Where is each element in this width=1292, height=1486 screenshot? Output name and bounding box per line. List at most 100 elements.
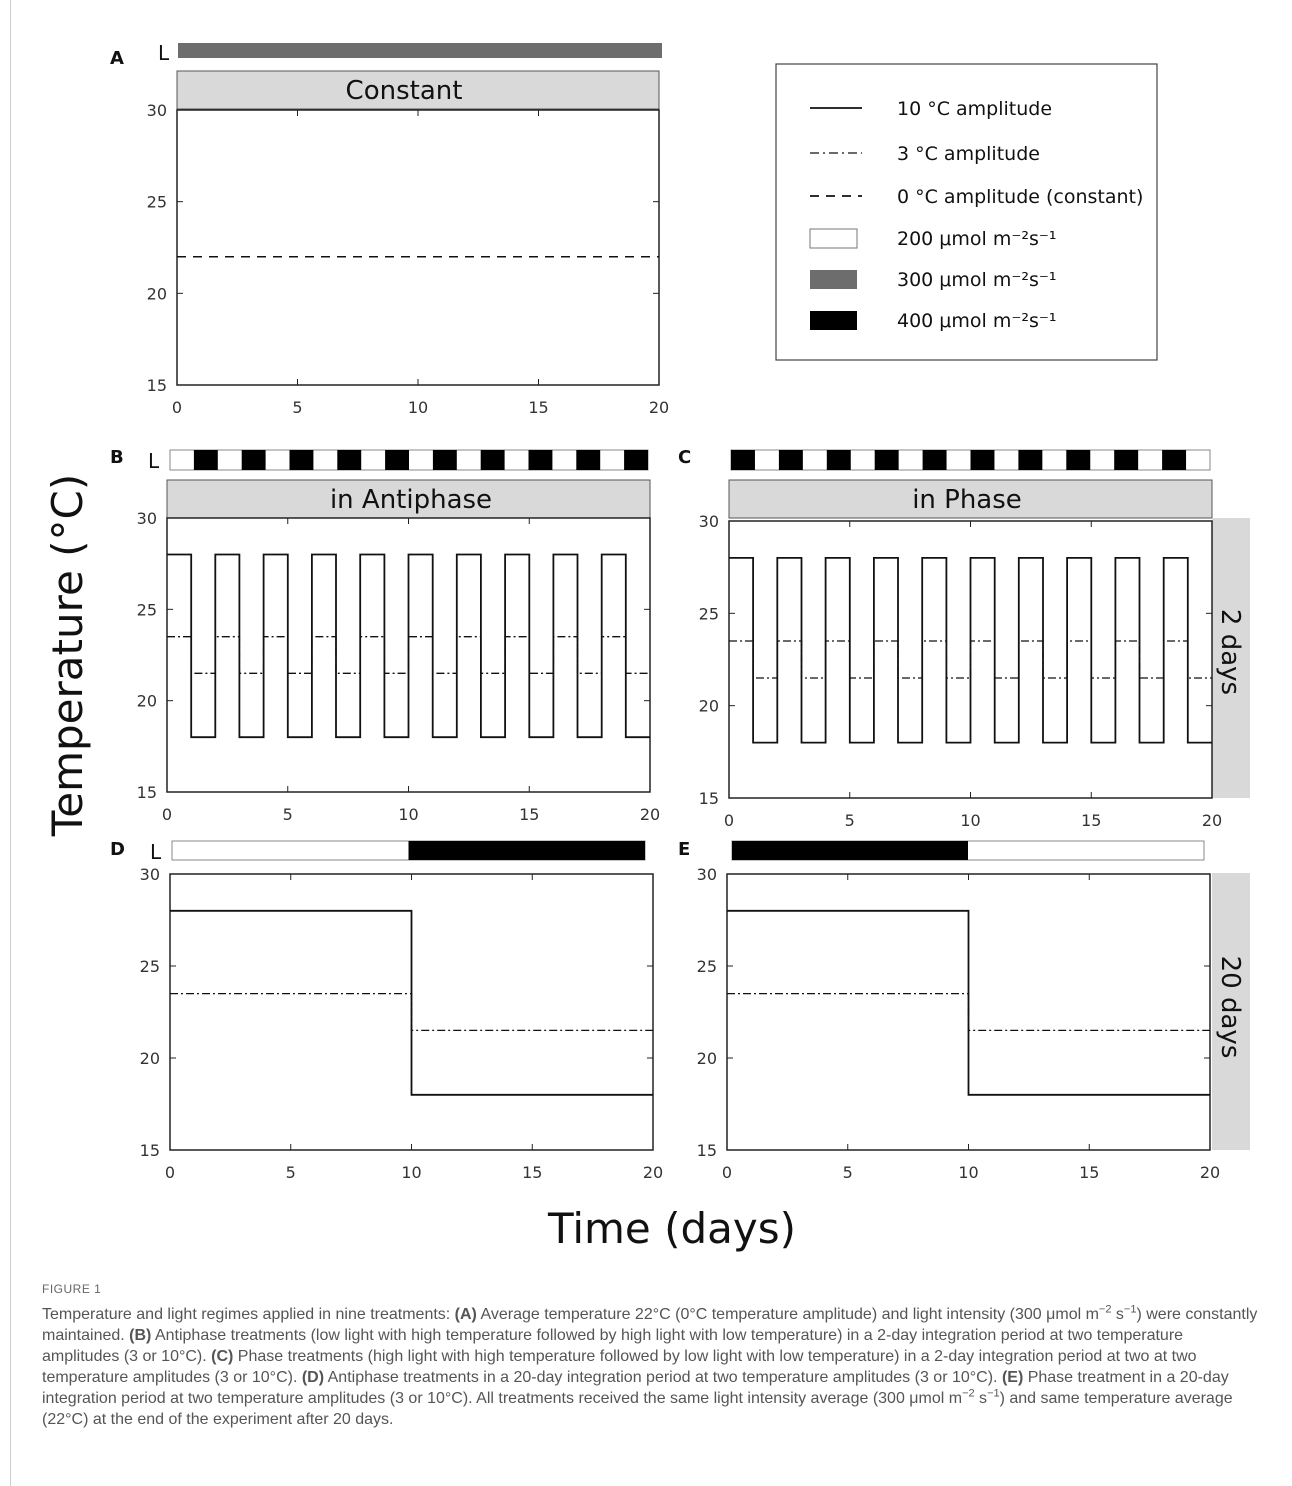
light-bar-d-segment <box>408 841 645 860</box>
legend-label-400: 400 μmol m⁻²s⁻¹ <box>897 310 1057 332</box>
light-bar-b-segment <box>624 450 648 470</box>
figure-label: FIGURE 1 <box>42 1282 102 1296</box>
light-label-d: L <box>150 840 162 864</box>
caption-text: s <box>1111 1306 1124 1323</box>
caption-tag-d: (D) <box>301 1369 325 1386</box>
light-bar-b-segment <box>576 450 601 470</box>
y-tick-label-b: 20 <box>137 692 157 711</box>
light-bar-b-segment <box>432 450 457 470</box>
series-line-e-dashdot <box>727 992 1210 1032</box>
legend-label-0c: 0 °C amplitude (constant) <box>897 186 1143 208</box>
caption-text: s <box>974 1390 988 1407</box>
light-bar-b-segment <box>193 450 218 470</box>
x-tick-label-e: 10 <box>958 1163 978 1182</box>
x-tick-label-b: 10 <box>398 805 418 824</box>
caption-sup: −2 <box>962 1387 975 1400</box>
strip-b-title: in Antiphase <box>330 485 492 515</box>
light-bar-b-segment <box>241 450 266 470</box>
x-tick-label-c: 20 <box>1202 811 1222 830</box>
y-tick-label-c: 25 <box>699 604 719 623</box>
figure-frame <box>10 0 1292 1486</box>
legend-swatch-400 <box>810 311 857 330</box>
x-tick-label-e: 5 <box>843 1163 853 1182</box>
caption-sup: −1 <box>987 1387 1000 1400</box>
legend-label-200: 200 μmol m⁻²s⁻¹ <box>897 228 1057 250</box>
legend: 10 °C amplitude 3 °C amplitude 0 °C ampl… <box>775 63 1158 361</box>
x-tick-label-d: 10 <box>401 1163 421 1182</box>
y-tick-label-c: 30 <box>699 512 719 531</box>
caption-sup: −1 <box>1123 1303 1137 1316</box>
light-bar-c-segment <box>1162 450 1187 470</box>
y-tick-label-e: 15 <box>697 1141 717 1160</box>
light-bar-c-segment <box>778 450 803 470</box>
y-tick-label-b: 25 <box>137 600 157 619</box>
y-tick-label-d: 25 <box>140 957 160 976</box>
y-tick-label-a: 15 <box>147 376 167 395</box>
x-tick-label-c: 15 <box>1081 811 1101 830</box>
light-bar-c-segment <box>970 450 995 470</box>
x-tick-label-e: 15 <box>1079 1163 1099 1182</box>
strip-a <box>176 70 660 110</box>
caption-text: Antiphase treatments (low light with hig… <box>42 1327 1184 1365</box>
caption-text: ) and same temperature average (22°C) at… <box>42 1390 1233 1428</box>
x-tick-label-a: 15 <box>528 398 548 417</box>
strip-c-title: in Phase <box>912 485 1022 515</box>
caption-text: Average temperature 22°C (0°C temperatur… <box>476 1306 1099 1323</box>
light-bar-b-segment <box>385 450 409 470</box>
figure-plot: Temperature (°C) Time (days) A B C D E L… <box>43 41 1250 1253</box>
series-line-b-dashdot <box>167 636 650 674</box>
x-tick-label-c: 0 <box>724 811 734 830</box>
y-tick-label-d: 20 <box>140 1049 160 1068</box>
caption-tag-b: (B) <box>129 1327 152 1344</box>
legend-label-3c: 3 °C amplitude <box>897 143 1040 165</box>
y-tick-label-e: 20 <box>697 1049 717 1068</box>
caption-text: Antiphase treatments in a 20-day integra… <box>324 1369 1002 1386</box>
y-tick-label-c: 15 <box>699 789 719 808</box>
series-line-d-solid <box>170 909 653 1096</box>
legend-swatch-200 <box>809 228 858 249</box>
series-line-c-solid <box>729 557 1212 744</box>
series-line-d-dashdot <box>170 992 653 1032</box>
caption-sup: −2 <box>1098 1303 1112 1316</box>
light-bar-b-segment <box>337 450 362 470</box>
light-bar-a-segment <box>178 43 662 58</box>
legend-box <box>775 63 1158 361</box>
panels: 0 5 10 15 20 15 20 25 30 0 5 10 15 20 15 20 25 30 0 5 10 15 20… <box>137 43 1222 1182</box>
light-bar-c-segment <box>1114 450 1139 470</box>
y-tick-label-b: 30 <box>137 509 157 528</box>
y-tick-label-b: 15 <box>137 783 157 802</box>
y-tick-label-c: 20 <box>699 697 719 716</box>
figure-caption: Temperature and light regimes applied in… <box>42 1304 1262 1430</box>
light-bar-c-segment <box>874 450 899 470</box>
y-tick-label-a: 30 <box>147 101 167 120</box>
x-tick-label-b: 20 <box>640 805 660 824</box>
y-tick-label-d: 15 <box>140 1141 160 1160</box>
x-tick-label-a: 20 <box>649 398 669 417</box>
x-tick-label-b: 0 <box>162 805 172 824</box>
caption-text: Phase treatments (high light with high t… <box>42 1348 1197 1386</box>
strip-b <box>166 479 651 519</box>
light-bar-c-segment <box>922 450 947 470</box>
panel-letter-d: D <box>110 839 125 860</box>
light-bar-b-segment <box>289 450 314 470</box>
x-tick-label-b: 5 <box>283 805 293 824</box>
panel-letter-c: C <box>678 447 691 468</box>
light-bar-e-segment <box>732 841 968 860</box>
panel-letter-b: B <box>110 447 124 468</box>
y-tick-label-a: 25 <box>147 193 167 212</box>
x-tick-label-c: 10 <box>960 811 980 830</box>
y-tick-label-a: 20 <box>147 284 167 303</box>
caption-tag-c: (C) <box>211 1348 234 1365</box>
x-tick-label-e: 20 <box>1200 1163 1220 1182</box>
light-label-a: L <box>158 41 170 65</box>
legend-label-10c: 10 °C amplitude <box>897 98 1052 120</box>
light-bar-b-segment <box>480 450 505 470</box>
strip-c <box>728 479 1213 519</box>
panel-letter-a: A <box>110 48 124 69</box>
light-bar-c-segment <box>1018 450 1043 470</box>
facet-strip-20days-label: 20 days <box>1215 956 1245 1059</box>
legend-label-300: 300 μmol m⁻²s⁻¹ <box>897 269 1057 291</box>
panel-letter-e: E <box>678 839 690 860</box>
caption-text: Phase treatment in a 20-day integration … <box>42 1369 1229 1407</box>
facet-strip-2days <box>1212 518 1250 798</box>
